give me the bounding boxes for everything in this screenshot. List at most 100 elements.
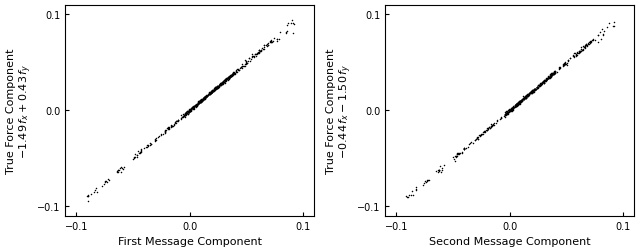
Point (507, 107, 517, 111)
Point (192, 103, 202, 107)
Point (471, 137, 481, 141)
Point (548, 72, 558, 76)
Point (111, 170, 122, 174)
Point (560, 62, 570, 67)
Point (512, 103, 522, 107)
Point (520, 97, 530, 101)
Point (204, 92, 214, 96)
Point (529, 89, 539, 93)
Point (113, 169, 123, 173)
Point (532, 86, 542, 90)
Point (241, 61, 252, 66)
Point (525, 92, 535, 96)
Point (215, 82, 225, 86)
Point (539, 79, 549, 83)
Point (528, 89, 538, 93)
Point (517, 98, 527, 102)
Point (205, 93, 215, 97)
Point (408, 193, 419, 197)
Point (434, 169, 444, 173)
Point (582, 45, 593, 49)
Point (515, 101, 525, 105)
Point (501, 111, 511, 115)
Point (539, 79, 549, 83)
Point (181, 111, 191, 115)
Point (546, 72, 556, 76)
Point (205, 91, 216, 95)
Point (225, 75, 235, 79)
Point (251, 53, 261, 57)
Point (552, 71, 562, 75)
Point (598, 29, 609, 34)
Point (579, 46, 589, 50)
Point (515, 101, 525, 105)
Point (485, 127, 495, 131)
Point (227, 73, 237, 77)
Point (586, 41, 596, 45)
Point (547, 73, 557, 77)
Point (544, 76, 554, 80)
Point (488, 123, 498, 127)
Point (452, 152, 462, 156)
Point (228, 73, 239, 77)
Point (547, 72, 557, 76)
Point (140, 146, 150, 150)
Point (509, 104, 520, 108)
Point (195, 99, 205, 103)
Point (609, 21, 619, 25)
Point (518, 97, 529, 101)
Point (482, 129, 492, 133)
Point (504, 109, 515, 113)
Point (170, 121, 180, 125)
Point (167, 125, 177, 129)
Point (542, 77, 552, 81)
Point (593, 41, 603, 45)
Point (212, 84, 222, 88)
Point (83, 200, 93, 204)
Point (521, 96, 531, 100)
Point (472, 136, 483, 140)
Point (522, 95, 532, 99)
Point (185, 109, 195, 113)
Point (214, 85, 225, 89)
Point (478, 130, 488, 134)
Point (214, 85, 224, 89)
Point (545, 74, 555, 78)
Point (505, 108, 515, 112)
Point (287, 22, 298, 26)
Point (521, 94, 531, 99)
Point (211, 87, 221, 91)
Point (459, 146, 469, 150)
Point (227, 73, 237, 77)
Point (527, 90, 537, 94)
Point (514, 99, 524, 103)
Point (539, 81, 549, 85)
Point (113, 171, 123, 175)
Point (515, 100, 525, 104)
Point (506, 107, 516, 111)
Point (288, 32, 298, 36)
Y-axis label: True Force Component
$-1.49\, f_x + 0.43\, f_y$: True Force Component $-1.49\, f_x + 0.43… (6, 48, 34, 173)
Point (207, 91, 217, 95)
Point (527, 90, 538, 94)
Point (513, 104, 524, 108)
Point (514, 101, 524, 105)
Point (575, 51, 585, 55)
Point (522, 94, 532, 98)
Point (545, 77, 555, 81)
Point (286, 22, 296, 26)
Point (540, 80, 550, 84)
Point (479, 130, 489, 134)
Point (208, 89, 218, 93)
Point (538, 80, 548, 84)
Point (545, 73, 556, 77)
Point (222, 79, 232, 83)
Point (237, 65, 247, 69)
Point (511, 103, 522, 107)
Point (218, 81, 228, 85)
Point (512, 101, 522, 105)
Point (201, 95, 211, 99)
Point (495, 116, 506, 120)
Point (544, 75, 554, 79)
Point (519, 98, 529, 102)
